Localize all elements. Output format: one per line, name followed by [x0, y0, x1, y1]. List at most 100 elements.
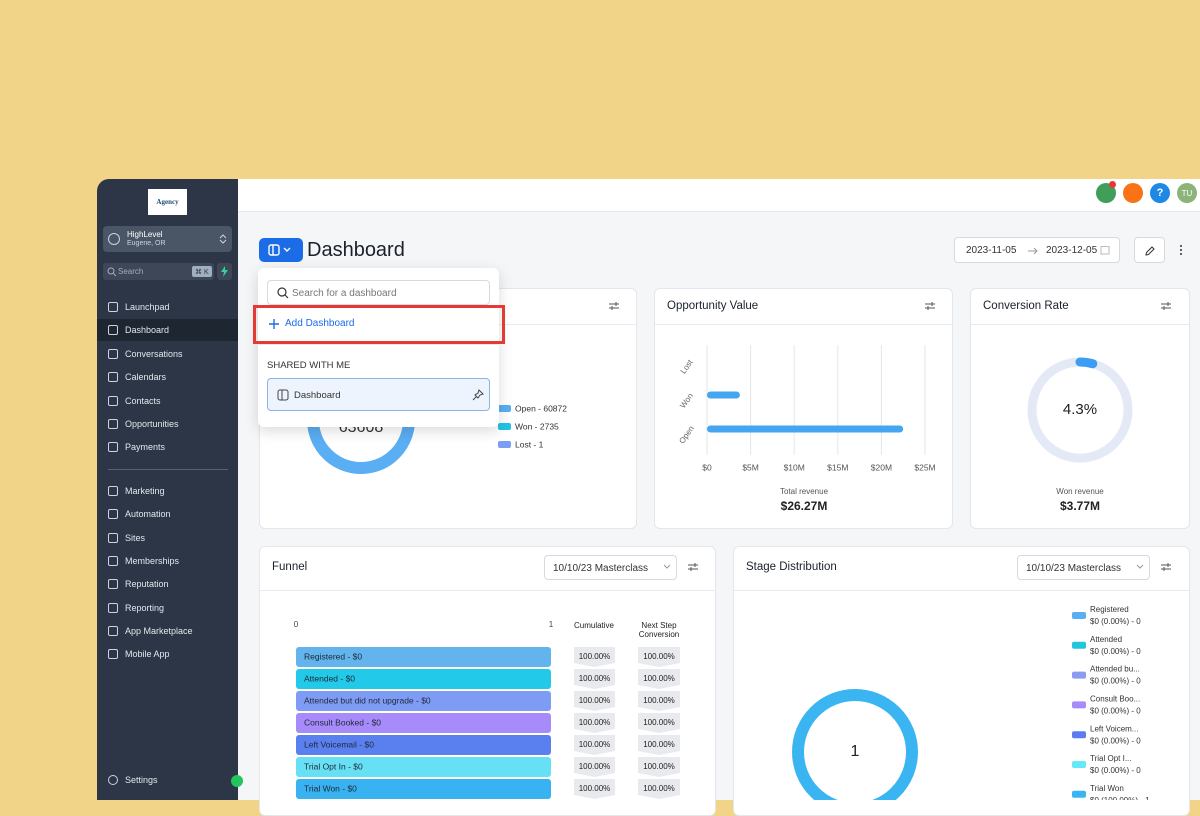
nav-label: Conversations: [125, 348, 183, 359]
nav-icon: [108, 509, 118, 520]
search-icon: [277, 287, 289, 299]
nav-label: Dashboard: [125, 325, 170, 336]
highlight-box: [253, 305, 505, 344]
announcements[interactable]: [1096, 181, 1116, 203]
help[interactable]: ?: [1150, 183, 1170, 203]
nav-item[interactable]: Sites: [97, 527, 238, 549]
nav-item[interactable]: Reporting: [97, 597, 238, 619]
pipeline-select[interactable]: 10/10/23 Masterclass: [1017, 555, 1150, 580]
nav-item[interactable]: Launchpad: [97, 296, 238, 318]
nav-icon: [108, 532, 118, 543]
account-switcher[interactable]: HighLevel Eugene, OR: [103, 226, 232, 252]
nav-icon: [108, 579, 118, 590]
nav-label: Calendars: [125, 372, 167, 383]
nav-label: Sites: [125, 532, 146, 543]
nav-icon: [108, 348, 118, 359]
search-placeholder: Search for a dashboard: [292, 288, 397, 299]
start-date: 2023-11-05: [966, 245, 1017, 256]
dashboard-switcher[interactable]: [259, 238, 303, 262]
nav-item[interactable]: Contacts: [97, 390, 238, 412]
page-title: Dashboard: [307, 239, 405, 261]
topbar: ? TU: [238, 179, 1200, 212]
card-title: Funnel: [272, 561, 308, 573]
item-label: Dashboard: [294, 390, 341, 401]
nav-label: App Marketplace: [125, 625, 193, 636]
nav-label: Settings: [125, 775, 158, 785]
dashboard-dropdown: Search for a dashboard Add Dashboard SHA…: [258, 268, 499, 427]
nav-item[interactable]: Opportunities: [97, 413, 238, 435]
chevrons: [219, 234, 227, 244]
nav-item[interactable]: Calendars: [97, 366, 238, 388]
nav-item[interactable]: Dashboard: [97, 319, 238, 342]
edit-button[interactable]: [1134, 237, 1165, 263]
shortcut: ⌘ K: [192, 266, 212, 277]
dashboard-icon: [277, 389, 289, 401]
badge: [1109, 181, 1116, 188]
pipeline-select[interactable]: 10/10/23 Masterclass: [544, 555, 677, 580]
logo: Agency: [148, 189, 187, 215]
card-opportunity-value: [654, 288, 953, 529]
divider: [655, 324, 952, 325]
divider: [734, 590, 1189, 591]
divider: [260, 590, 715, 591]
nav-item[interactable]: App Marketplace: [97, 620, 238, 642]
nav-item[interactable]: Payments: [97, 436, 238, 458]
add-dashboard[interactable]: Add Dashboard: [267, 313, 490, 337]
nav-label: Payments: [125, 442, 166, 453]
end-date: 2023-12-05: [1046, 245, 1098, 256]
nav-label: Contacts: [125, 395, 161, 406]
nav-icon: [108, 419, 118, 429]
avatar[interactable]: TU: [1177, 183, 1197, 203]
card-conversion-rate: [970, 288, 1190, 529]
search-label: Search: [118, 267, 144, 276]
nav-icon: [108, 395, 118, 406]
nav-label: Mobile App: [125, 649, 170, 660]
sidebar: [97, 179, 238, 800]
nav-item[interactable]: Settings: [97, 769, 238, 791]
nav-icon: [108, 625, 118, 636]
switcher-icon: [268, 244, 291, 256]
section-label: SHARED WITH ME: [267, 360, 351, 371]
bolt-icon: [221, 266, 228, 277]
divider: [971, 324, 1189, 325]
collapse-button[interactable]: [231, 775, 243, 787]
nav-item[interactable]: Mobile App: [97, 643, 238, 665]
card-title: Stage Distribution: [746, 561, 837, 573]
account-icon: [108, 233, 120, 245]
nav-icon: [108, 555, 118, 566]
pencil-icon: [1145, 246, 1155, 256]
column-header: Next Step Conversion: [638, 621, 680, 639]
pin-icon[interactable]: [472, 389, 484, 401]
nav-label: Launchpad: [125, 302, 170, 312]
nav-icon: [108, 442, 118, 453]
plus-icon: [269, 319, 279, 329]
nav-item[interactable]: Marketing: [97, 480, 238, 502]
nav-item[interactable]: Memberships: [97, 550, 238, 572]
nav-item[interactable]: Conversations: [97, 343, 238, 365]
nav-icon: [108, 486, 118, 496]
nav-icon: [108, 775, 118, 785]
quick-action[interactable]: [217, 263, 232, 280]
dropdown-divider: [258, 344, 499, 345]
calendar-icon: [1100, 246, 1110, 255]
dashboard-search[interactable]: Search for a dashboard: [267, 280, 490, 305]
card-title: Conversion Rate: [983, 300, 1069, 312]
dashboard-item[interactable]: Dashboard: [267, 378, 490, 411]
sidebar-search[interactable]: Search ⌘ K: [103, 263, 214, 280]
card-stage-distribution: [733, 546, 1190, 816]
nav-label: Automation: [125, 509, 171, 520]
nav-icon: [108, 325, 118, 336]
nav-label: Opportunities: [125, 419, 179, 429]
nav-icon: [108, 649, 118, 660]
date-range[interactable]: 2023-11-05 2023-12-05: [954, 237, 1120, 263]
nav-icon: [108, 302, 118, 312]
nav-label: Memberships: [125, 555, 180, 566]
nav-label: Reputation: [125, 579, 169, 590]
nav-divider: [108, 469, 228, 470]
notifications[interactable]: [1123, 183, 1143, 203]
search-icon: [107, 267, 117, 277]
more-button[interactable]: [1178, 243, 1184, 257]
nav-item[interactable]: Automation: [97, 503, 238, 525]
nav-item[interactable]: Reputation: [97, 573, 238, 595]
